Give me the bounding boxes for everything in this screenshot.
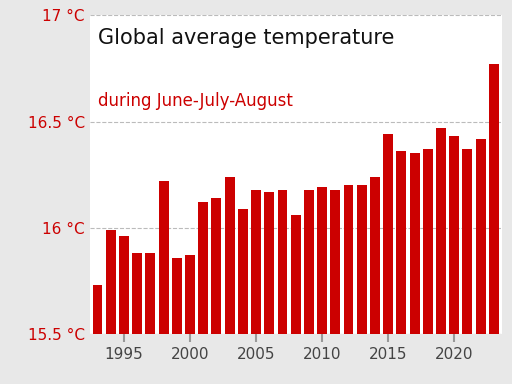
Bar	[211, 198, 221, 384]
Bar	[145, 253, 155, 384]
Bar	[119, 236, 129, 384]
Bar	[396, 151, 407, 384]
Text: during June-July-August: during June-July-August	[98, 92, 293, 110]
Bar	[238, 209, 248, 384]
Bar	[357, 185, 367, 384]
Bar	[132, 253, 142, 384]
Bar	[423, 149, 433, 384]
Bar	[304, 190, 314, 384]
Bar	[370, 177, 380, 384]
Bar	[172, 258, 182, 384]
Bar	[436, 128, 446, 384]
Bar	[449, 136, 459, 384]
Bar	[291, 215, 301, 384]
Bar	[198, 202, 208, 384]
Bar	[344, 185, 353, 384]
Bar	[330, 190, 340, 384]
Bar	[317, 187, 327, 384]
Bar	[106, 230, 116, 384]
Bar	[185, 255, 195, 384]
Bar	[383, 134, 393, 384]
Bar	[462, 149, 473, 384]
Bar	[278, 190, 287, 384]
Bar	[476, 139, 485, 384]
Bar	[264, 192, 274, 384]
Bar	[410, 154, 419, 384]
Bar	[225, 177, 234, 384]
Bar	[251, 190, 261, 384]
Bar	[93, 285, 102, 384]
Bar	[489, 64, 499, 384]
Bar	[159, 181, 168, 384]
Text: Global average temperature: Global average temperature	[98, 28, 394, 48]
